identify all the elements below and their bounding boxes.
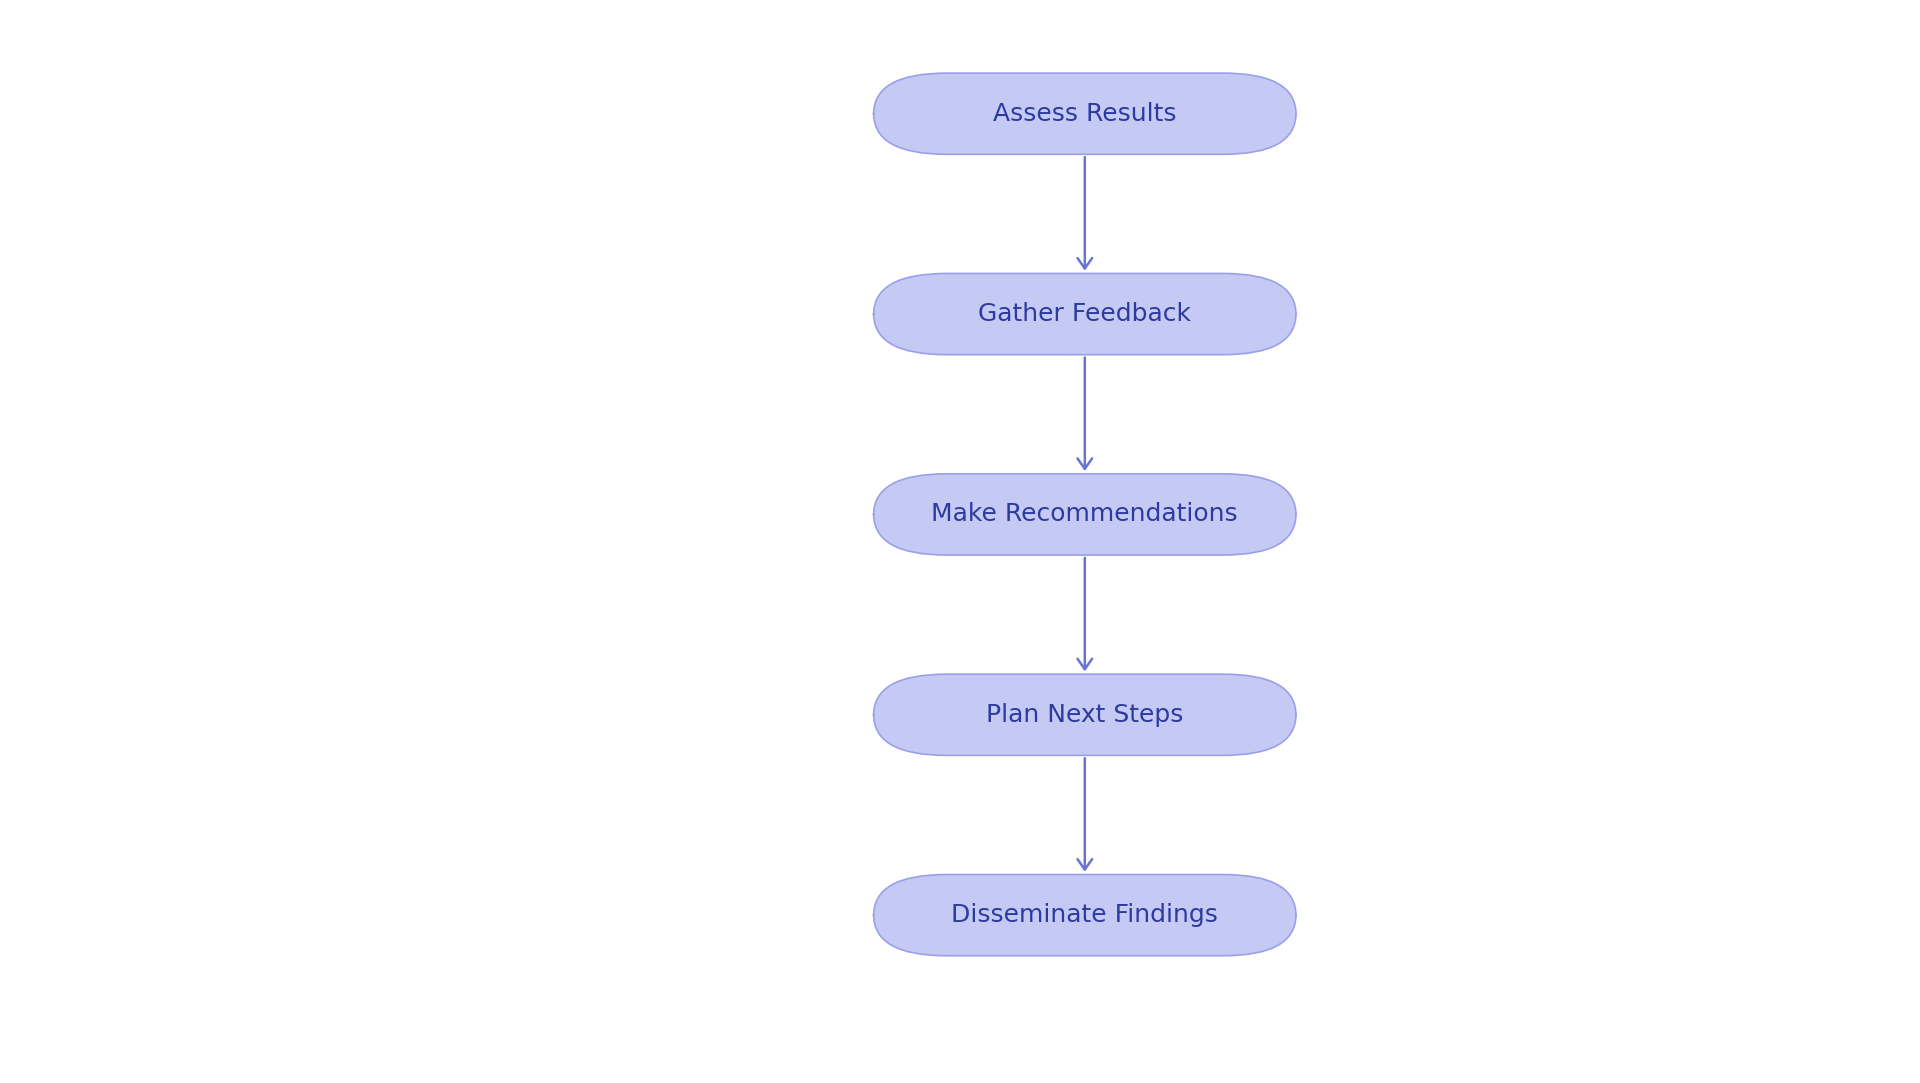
FancyBboxPatch shape xyxy=(874,74,1296,155)
Text: Gather Feedback: Gather Feedback xyxy=(979,302,1190,326)
FancyBboxPatch shape xyxy=(874,674,1296,755)
Text: Disseminate Findings: Disseminate Findings xyxy=(952,903,1217,927)
FancyBboxPatch shape xyxy=(874,474,1296,554)
FancyBboxPatch shape xyxy=(874,875,1296,955)
FancyBboxPatch shape xyxy=(874,274,1296,355)
Text: Assess Results: Assess Results xyxy=(993,102,1177,126)
Text: Make Recommendations: Make Recommendations xyxy=(931,503,1238,526)
Text: Plan Next Steps: Plan Next Steps xyxy=(987,703,1183,727)
